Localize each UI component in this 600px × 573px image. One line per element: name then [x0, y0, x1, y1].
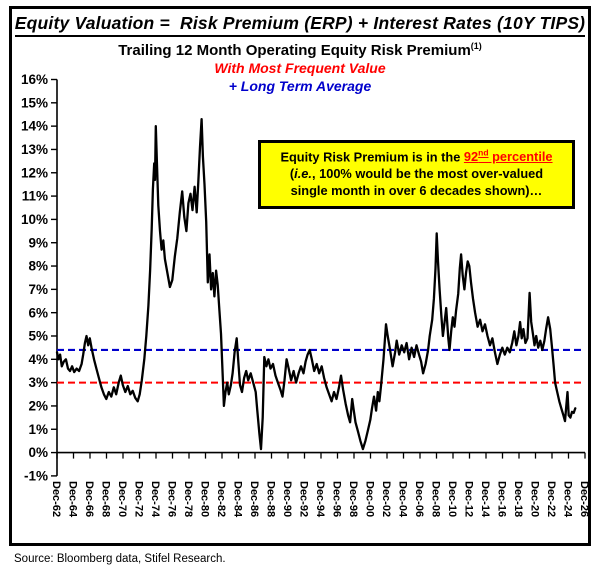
y-tick-label: 9%	[28, 235, 48, 250]
percentile-ordinal-suffix: nd	[478, 148, 489, 158]
y-tick-label: 3%	[28, 375, 48, 390]
x-tick-label: Dec-18	[512, 481, 524, 517]
percentile-number: 92	[463, 149, 479, 165]
x-tick-label: Dec-62	[50, 481, 62, 517]
chart-title: Trailing 12 Month Operating Equity Risk …	[9, 41, 591, 59]
y-tick-label: 12%	[21, 165, 48, 180]
y-tick-label: 13%	[21, 142, 48, 157]
annotation-line-2: (i.e., 100% would be the most over-value…	[265, 166, 568, 183]
x-tick-label: Dec-12	[463, 481, 475, 517]
x-tick-label: Dec-64	[67, 481, 79, 518]
annotation-line-1: Equity Risk Premium is in the 92nd perce…	[265, 148, 568, 166]
main-title-row: Equity Valuation = Risk Premium (ERP) + …	[9, 13, 591, 37]
x-tick-label: Dec-04	[397, 481, 409, 518]
source-note: Source: Bloomberg data, Stifel Research.	[14, 553, 226, 565]
x-tick-label: Dec-86	[248, 481, 260, 517]
x-tick-label: Dec-20	[529, 481, 541, 517]
x-tick-label: Dec-92	[298, 481, 310, 517]
y-tick-label: 7%	[28, 282, 48, 297]
x-tick-label: Dec-66	[83, 481, 95, 517]
x-tick-label: Dec-80	[199, 481, 211, 517]
chart-title-text: Trailing 12 Month Operating Equity Risk …	[118, 42, 471, 59]
y-tick-label: 14%	[21, 119, 48, 134]
x-tick-label: Dec-08	[430, 481, 442, 517]
annotation-line-2-text: , 100% would be the most over-valued	[311, 166, 544, 182]
x-tick-label: Dec-06	[413, 481, 425, 517]
chart-subtitle-long-term-average: + Long Term Average	[228, 78, 372, 94]
y-tick-label: 4%	[28, 352, 48, 367]
x-tick-label: Dec-76	[166, 481, 178, 517]
percentile-word: percentile	[488, 149, 553, 165]
x-tick-label: Dec-88	[265, 481, 277, 517]
annotation-ie: i.e.	[294, 166, 312, 182]
x-tick-label: Dec-16	[496, 481, 508, 517]
annotation-paren: (	[289, 166, 295, 182]
x-tick-label: Dec-78	[182, 481, 194, 517]
x-tick-label: Dec-00	[364, 481, 376, 517]
annotation-box: Equity Risk Premium is in the 92nd perce…	[258, 140, 575, 209]
x-tick-label: Dec-22	[545, 481, 557, 517]
y-tick-label: 8%	[28, 259, 48, 274]
x-tick-label: Dec-24	[562, 481, 574, 518]
x-tick-label: Dec-98	[347, 481, 359, 517]
annotation-line-3: single month in over 6 decades shown)…	[290, 183, 543, 199]
y-tick-label: 6%	[28, 305, 48, 320]
x-tick-label: Dec-84	[232, 481, 244, 518]
x-tick-label: Dec-10	[446, 481, 458, 517]
x-tick-label: Dec-26	[578, 481, 590, 517]
series-line	[55, 117, 577, 451]
x-tick-label: Dec-74	[149, 481, 161, 518]
chart-title-footnote-marker: (1)	[470, 41, 482, 51]
annotation-line-1-text: Equity Risk Premium is in the	[280, 149, 464, 165]
x-tick-label: Dec-94	[314, 481, 326, 518]
x-tick-label: Dec-96	[331, 481, 343, 517]
y-tick-label: 5%	[28, 329, 48, 344]
x-tick-label: Dec-02	[380, 481, 392, 517]
y-tick-label: 11%	[22, 189, 48, 204]
y-tick-label: 10%	[21, 212, 48, 227]
y-tick-label: 0%	[28, 445, 48, 460]
x-tick-label: Dec-82	[215, 481, 227, 517]
page-title: Equity Valuation = Risk Premium (ERP) + …	[14, 13, 586, 37]
x-tick-label: Dec-14	[479, 481, 491, 518]
x-tick-label: Dec-68	[100, 481, 112, 517]
percentile-highlight: 92nd percentile	[463, 148, 553, 165]
y-tick-label: 16%	[21, 72, 48, 87]
y-tick-label: -1%	[24, 469, 48, 484]
x-tick-label: Dec-72	[133, 481, 145, 517]
chart-subtitle-most-frequent: With Most Frequent Value	[214, 60, 386, 76]
x-tick-label: Dec-90	[281, 481, 293, 517]
y-tick-label: 1%	[28, 422, 48, 437]
y-tick-label: 15%	[21, 95, 48, 110]
x-tick-label: Dec-70	[116, 481, 128, 517]
y-tick-label: 2%	[28, 399, 48, 414]
